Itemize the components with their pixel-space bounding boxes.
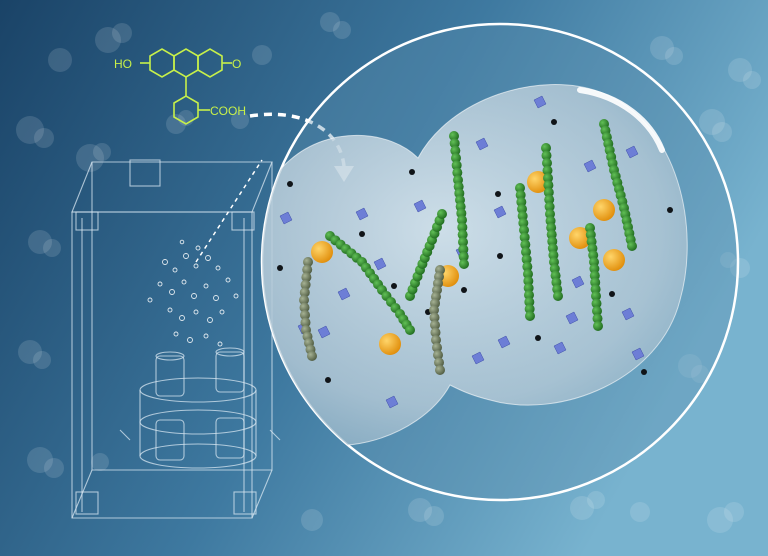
fiber-bead xyxy=(627,241,637,251)
fiber-bead xyxy=(301,272,312,283)
glass-chamber-device xyxy=(71,159,281,519)
fiber-bead xyxy=(299,302,310,313)
fluorescein-molecule xyxy=(140,48,232,125)
fiber-bead xyxy=(458,237,468,247)
fiber-bead xyxy=(432,342,442,353)
fiber-bead xyxy=(593,321,603,331)
fiber-bead xyxy=(591,291,601,301)
fiber-bead xyxy=(458,251,469,262)
fiber-bead xyxy=(450,145,461,156)
blue-cubes xyxy=(279,95,645,409)
spray-droplets xyxy=(147,239,239,347)
background-droplets xyxy=(16,12,761,533)
black-dots xyxy=(277,119,673,383)
fiber-bead xyxy=(429,312,440,323)
fiber-bead xyxy=(591,298,602,309)
gold-particles xyxy=(311,171,625,355)
fiber-bead xyxy=(541,143,551,153)
fiber-bead xyxy=(457,229,468,240)
fiber-bead xyxy=(300,279,311,290)
fiber-bead xyxy=(405,325,415,335)
fiber-bead xyxy=(459,259,469,269)
fiber-bead xyxy=(457,222,468,233)
fiber-bead xyxy=(451,153,461,163)
fibers xyxy=(299,119,637,375)
fiber-bead xyxy=(437,209,447,219)
fiber-bead xyxy=(299,287,310,298)
fiber-bead xyxy=(521,254,532,265)
fiber-bead xyxy=(307,351,317,361)
fiber-bead xyxy=(430,327,441,338)
molecule-ketone-label: O xyxy=(232,57,241,71)
fiber-bead xyxy=(429,305,439,315)
fiber-bead xyxy=(553,291,563,301)
molecule-hydroxyl-label: HO xyxy=(114,57,132,71)
fiber-bead xyxy=(302,264,313,275)
fiber-bead xyxy=(451,160,462,171)
fiber-bead xyxy=(592,313,603,324)
fiber-bead xyxy=(457,215,467,225)
fiber-bead xyxy=(544,201,555,212)
fiber-bead xyxy=(544,194,555,205)
fiber-bead xyxy=(519,225,529,235)
fiber-bead xyxy=(542,165,553,176)
fiber-bead xyxy=(519,232,530,243)
dashed-arrow-icon xyxy=(249,112,346,167)
fiber-bead xyxy=(458,244,469,255)
fiber-bead xyxy=(525,311,535,321)
fiber-bead xyxy=(543,173,553,183)
fiber-bead xyxy=(522,261,533,272)
fiber-bead xyxy=(434,357,444,368)
fiber-bead xyxy=(449,131,459,141)
molecule-carboxyl-label: COOH xyxy=(210,104,246,118)
fiber-bead xyxy=(543,187,554,198)
fiber-bead xyxy=(541,150,552,161)
fiber-bead xyxy=(521,247,531,257)
fiber-bead xyxy=(592,306,602,316)
fiber-bead xyxy=(449,138,460,149)
fiber-bead xyxy=(543,180,554,191)
fiber-bead xyxy=(542,158,552,168)
fiber-bead xyxy=(433,350,443,360)
fiber-bead xyxy=(430,320,440,330)
fiber-bead xyxy=(435,365,445,375)
fiber-bead xyxy=(300,317,311,328)
fiber-bead xyxy=(520,239,531,250)
fiber-bead xyxy=(300,310,310,320)
bubble-highlight xyxy=(577,87,665,153)
fiber-bead xyxy=(303,257,313,267)
fiber-bead xyxy=(431,335,441,345)
fiber-bead xyxy=(452,167,463,178)
fiber-bead xyxy=(299,295,309,305)
zoom-content xyxy=(262,84,688,446)
